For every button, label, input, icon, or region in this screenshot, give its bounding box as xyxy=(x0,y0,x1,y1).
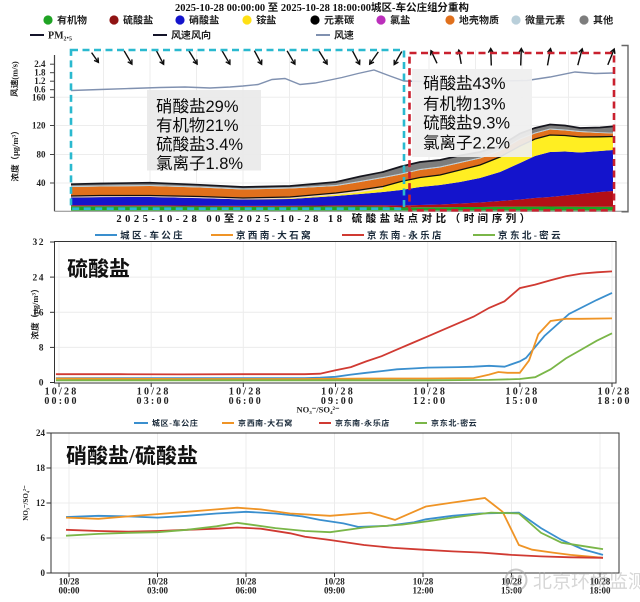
svg-text:NO₃⁻/SO₄²⁻: NO₃⁻/SO₄²⁻ xyxy=(296,405,340,415)
svg-text:10/28: 10/28 xyxy=(137,387,171,398)
svg-text:0: 0 xyxy=(41,568,46,578)
svg-text:有机物21%: 有机物21% xyxy=(156,112,239,136)
svg-text:元素碳: 元素碳 xyxy=(324,15,354,27)
svg-text:硫酸盐9.3%: 硫酸盐9.3% xyxy=(423,110,510,134)
svg-text:2025-10-28 00至2025-10-28 18 硫酸: 2025-10-28 00至2025-10-28 18 硫酸盐站点对比（时间序列… xyxy=(116,212,533,225)
svg-text:18: 18 xyxy=(36,463,46,473)
svg-text:16: 16 xyxy=(33,309,46,319)
svg-text:12:00: 12:00 xyxy=(413,586,434,596)
svg-text:城区-车公庄: 城区-车公庄 xyxy=(120,230,185,242)
svg-text:18:00: 18:00 xyxy=(597,396,631,407)
svg-text:铵盐: 铵盐 xyxy=(256,14,276,27)
svg-text:硫酸盐: 硫酸盐 xyxy=(67,253,130,283)
svg-text:8: 8 xyxy=(39,344,45,354)
svg-text:风速: 风速 xyxy=(334,30,354,42)
svg-text:硝酸盐29%: 硝酸盐29% xyxy=(156,93,239,117)
svg-text:160: 160 xyxy=(32,92,46,102)
svg-text:浓度（μg/m³）: 浓度（μg/m³） xyxy=(30,284,40,339)
svg-text:09:00: 09:00 xyxy=(324,586,345,596)
svg-text:微量元素: 微量元素 xyxy=(524,15,565,27)
svg-text:浓度（μg/m³）: 浓度（μg/m³） xyxy=(10,126,20,181)
svg-text:09:00: 09:00 xyxy=(321,396,355,407)
svg-text:32: 32 xyxy=(33,238,46,248)
svg-text:00:00: 00:00 xyxy=(44,396,78,407)
svg-text:10/28: 10/28 xyxy=(413,577,434,587)
svg-text:有机物: 有机物 xyxy=(57,15,87,27)
svg-text:10/28: 10/28 xyxy=(45,387,79,398)
svg-text:6: 6 xyxy=(41,533,46,543)
svg-text:京东南-永乐店: 京东南-永乐店 xyxy=(334,418,390,428)
svg-text:80: 80 xyxy=(37,150,47,160)
svg-text:06:00: 06:00 xyxy=(229,396,263,407)
svg-text:京东北-密云: 京东北-密云 xyxy=(498,230,563,242)
svg-text:硫酸盐3.4%: 硫酸盐3.4% xyxy=(156,131,243,155)
svg-text:1.2: 1.2 xyxy=(34,76,46,86)
svg-text:10/28: 10/28 xyxy=(324,577,345,587)
svg-text:NO₃⁻/SO₄²⁻: NO₃⁻/SO₄²⁻ xyxy=(22,485,30,521)
svg-text:2025-10-28 00:00:00 至 2025-10-: 2025-10-28 00:00:00 至 2025-10-28 18:00:0… xyxy=(175,1,469,14)
svg-text:03:00: 03:00 xyxy=(147,586,168,596)
svg-text:24: 24 xyxy=(33,273,46,283)
svg-text:京东北-密云: 京东北-密云 xyxy=(430,418,477,428)
svg-text:10/28: 10/28 xyxy=(229,387,263,398)
svg-text:03:00: 03:00 xyxy=(137,396,171,407)
svg-text:氯盐: 氯盐 xyxy=(390,14,410,27)
svg-text:风速(m/s): 风速(m/s) xyxy=(10,61,20,98)
svg-text:其他: 其他 xyxy=(593,15,613,27)
svg-text:10/28: 10/28 xyxy=(321,387,355,398)
svg-text:120: 120 xyxy=(32,121,46,131)
svg-text:风速风向: 风速风向 xyxy=(171,30,211,42)
svg-text:硫酸盐: 硫酸盐 xyxy=(123,14,153,27)
svg-text:10/28: 10/28 xyxy=(506,387,540,398)
svg-text:10/28: 10/28 xyxy=(501,577,522,587)
svg-text:PM₂.₅: PM₂.₅ xyxy=(48,31,72,42)
svg-text:氯离子1.8%: 氯离子1.8% xyxy=(156,150,243,174)
svg-text:00:00: 00:00 xyxy=(59,586,80,596)
svg-text:10/28: 10/28 xyxy=(147,577,168,587)
svg-text:京西南-大石窝: 京西南-大石窝 xyxy=(237,418,293,428)
svg-text:40: 40 xyxy=(37,178,47,188)
svg-text:北京环境监测: 北京环境监测 xyxy=(533,567,640,594)
svg-text:10/28: 10/28 xyxy=(413,387,447,398)
svg-text:12:00: 12:00 xyxy=(413,396,447,407)
svg-text:0.6: 0.6 xyxy=(34,85,46,95)
svg-text:15:00: 15:00 xyxy=(505,396,539,407)
svg-text:0: 0 xyxy=(39,379,45,389)
svg-text:06:00: 06:00 xyxy=(236,586,257,596)
svg-text:18:00: 18:00 xyxy=(590,586,611,596)
svg-text:硝酸盐: 硝酸盐 xyxy=(189,14,219,27)
svg-text:地壳物质: 地壳物质 xyxy=(459,15,499,27)
svg-text:硝酸盐43%: 硝酸盐43% xyxy=(423,70,506,94)
svg-text:京东南-永乐店: 京东南-永乐店 xyxy=(367,230,444,242)
svg-text:氯离子2.2%: 氯离子2.2% xyxy=(423,129,510,153)
svg-text:城区-车公庄: 城区-车公庄 xyxy=(152,418,198,428)
svg-text:10/28: 10/28 xyxy=(236,577,257,587)
svg-text:2.4: 2.4 xyxy=(34,59,46,69)
svg-text:10/28: 10/28 xyxy=(59,577,80,587)
svg-text:24: 24 xyxy=(36,428,46,438)
svg-text:10/28: 10/28 xyxy=(590,577,611,587)
svg-text:硝酸盐/硫酸盐: 硝酸盐/硫酸盐 xyxy=(66,440,198,470)
svg-text:有机物13%: 有机物13% xyxy=(423,90,506,114)
svg-text:1.8: 1.8 xyxy=(34,68,46,78)
svg-text:12: 12 xyxy=(36,498,46,508)
svg-text:10/28: 10/28 xyxy=(598,387,632,398)
svg-text:京西南-大石窝: 京西南-大石窝 xyxy=(236,231,313,242)
